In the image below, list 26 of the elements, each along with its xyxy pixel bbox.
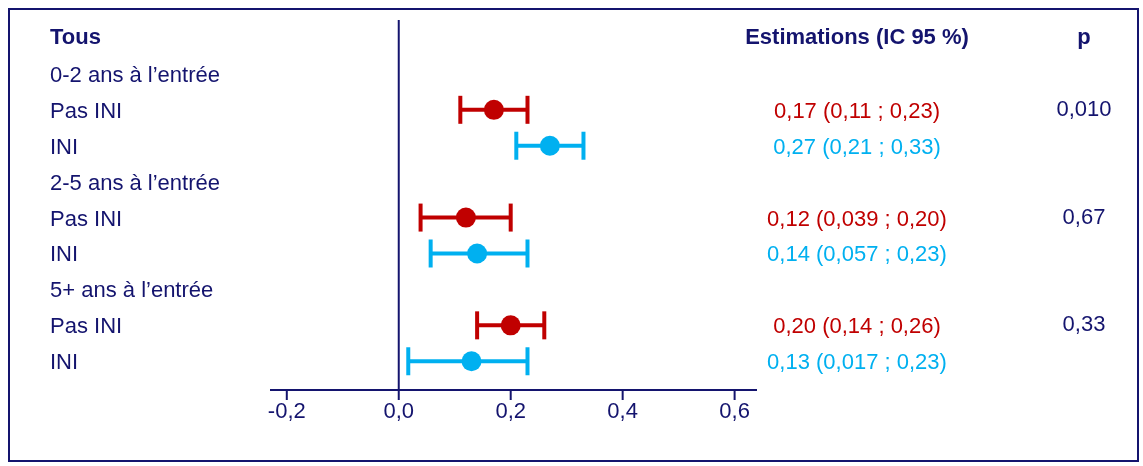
y-tick-label: Pas INI (50, 97, 123, 123)
y-tick-label: Pas INI (50, 313, 123, 339)
x-tick-label: -0,2 (267, 397, 306, 423)
y-tick-label: INI (50, 349, 79, 375)
y-axis-title: Tous (50, 23, 101, 50)
y-tick-label: Pas INI (50, 205, 123, 231)
x-tick-label: 0,2 (495, 397, 526, 423)
y-tick-label: 0-2 ans à l’entrée (50, 61, 220, 87)
x-tick-label: 0,4 (607, 397, 638, 423)
text: 0,33 (1062, 311, 1106, 338)
data-label: 0,27 (0,21 ; 0,33) (773, 133, 941, 159)
data-label: 0,12 (0,039 ; 0,20) (767, 205, 947, 231)
y-tick-label: INI (50, 133, 79, 159)
data-label: 0,20 (0,14 ; 0,26) (773, 313, 941, 339)
text: p (1077, 23, 1091, 50)
text: 0,67 (1062, 203, 1106, 230)
data-label: 0,17 (0,11 ; 0,23) (774, 97, 940, 123)
annotation: Estimations (IC 95 %) (745, 23, 969, 50)
y-tick-label: INI (50, 241, 79, 267)
y-tick-label: 2-5 ans à l’entrée (50, 169, 220, 195)
y-tick-label: 5+ ans à l’entrée (50, 277, 214, 303)
x-tick-label: 0,6 (719, 397, 750, 423)
data-label: 0,14 (0,057 ; 0,23) (767, 241, 947, 267)
data-label: 0,13 (0,017 ; 0,23) (767, 349, 947, 375)
text: 0,010 (1056, 95, 1112, 122)
x-tick-label: 0,0 (383, 397, 415, 423)
